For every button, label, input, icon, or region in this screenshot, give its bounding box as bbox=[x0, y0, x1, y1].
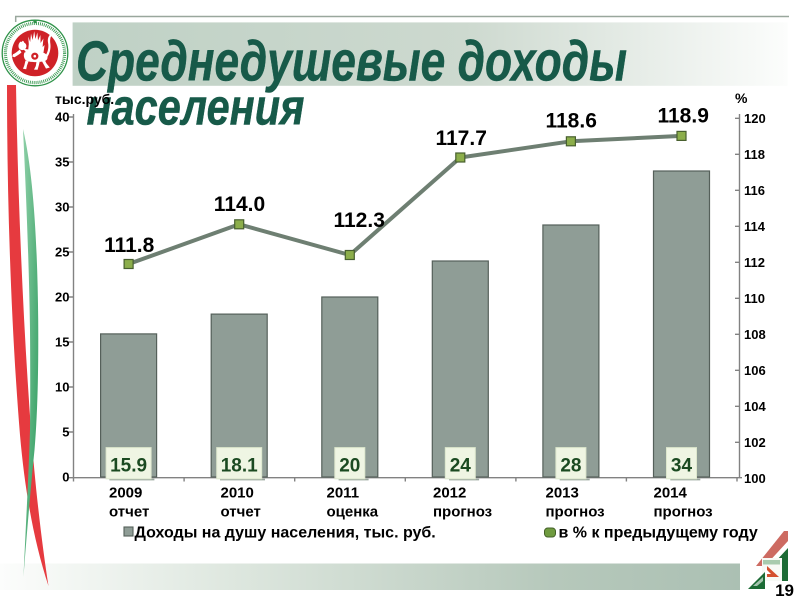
svg-text:2011: 2011 bbox=[327, 484, 360, 501]
svg-text:118.9: 118.9 bbox=[657, 105, 708, 128]
svg-text:112: 112 bbox=[744, 255, 765, 270]
svg-text:30: 30 bbox=[55, 200, 69, 215]
svg-text:2014: 2014 bbox=[654, 484, 688, 501]
svg-text:116: 116 bbox=[744, 183, 765, 198]
svg-text:2012: 2012 bbox=[433, 484, 466, 501]
svg-text:прогноз: прогноз bbox=[433, 504, 492, 521]
svg-text:15: 15 bbox=[55, 335, 69, 350]
svg-text:34: 34 bbox=[671, 455, 693, 476]
svg-text:28: 28 bbox=[560, 455, 581, 476]
svg-text:отчет: отчет bbox=[221, 504, 261, 521]
svg-text:18.1: 18.1 bbox=[221, 455, 258, 476]
svg-text:106: 106 bbox=[744, 363, 766, 378]
svg-text:100: 100 bbox=[744, 471, 766, 486]
svg-text:2010: 2010 bbox=[221, 484, 254, 501]
svg-text:114: 114 bbox=[744, 219, 766, 234]
svg-text:40: 40 bbox=[55, 110, 69, 125]
svg-text:10: 10 bbox=[55, 380, 69, 395]
svg-text:25: 25 bbox=[55, 245, 69, 260]
svg-text:111.8: 111.8 bbox=[104, 234, 155, 257]
svg-text:19: 19 bbox=[775, 581, 794, 600]
svg-text:102: 102 bbox=[744, 435, 766, 450]
svg-text:120: 120 bbox=[744, 111, 766, 126]
svg-text:%: % bbox=[735, 90, 748, 106]
svg-text:тыс.руб.: тыс.руб. bbox=[55, 91, 114, 107]
svg-text:Доходы на душу населения, тыс.: Доходы на душу населения, тыс. руб. bbox=[135, 524, 436, 541]
svg-text:104: 104 bbox=[744, 399, 766, 414]
svg-text:оценка: оценка bbox=[327, 504, 379, 521]
svg-text:5: 5 bbox=[62, 425, 69, 440]
svg-text:прогноз: прогноз bbox=[654, 504, 713, 521]
svg-text:20: 20 bbox=[55, 290, 69, 305]
svg-text:2009: 2009 bbox=[109, 484, 142, 501]
svg-text:в % к предыдущему году: в % к предыдущему году bbox=[559, 524, 758, 541]
svg-text:35: 35 bbox=[55, 155, 69, 170]
svg-text:2013: 2013 bbox=[546, 484, 579, 501]
svg-text:Среднедушевые доходы: Среднедушевые доходы bbox=[76, 30, 627, 94]
svg-text:населения: населения bbox=[87, 79, 305, 136]
svg-text:118.6: 118.6 bbox=[545, 110, 596, 133]
svg-text:112.3: 112.3 bbox=[333, 209, 384, 232]
svg-text:0: 0 bbox=[62, 470, 69, 485]
svg-text:отчет: отчет bbox=[109, 504, 149, 521]
svg-text:118: 118 bbox=[744, 147, 765, 162]
svg-text:114.0: 114.0 bbox=[214, 193, 265, 216]
svg-text:117.7: 117.7 bbox=[435, 127, 486, 150]
svg-text:110: 110 bbox=[744, 291, 765, 306]
svg-text:20: 20 bbox=[339, 455, 360, 476]
svg-text:108: 108 bbox=[744, 327, 766, 342]
svg-text:прогноз: прогноз bbox=[546, 504, 605, 521]
svg-text:15.9: 15.9 bbox=[110, 455, 147, 476]
svg-text:24: 24 bbox=[450, 455, 472, 476]
